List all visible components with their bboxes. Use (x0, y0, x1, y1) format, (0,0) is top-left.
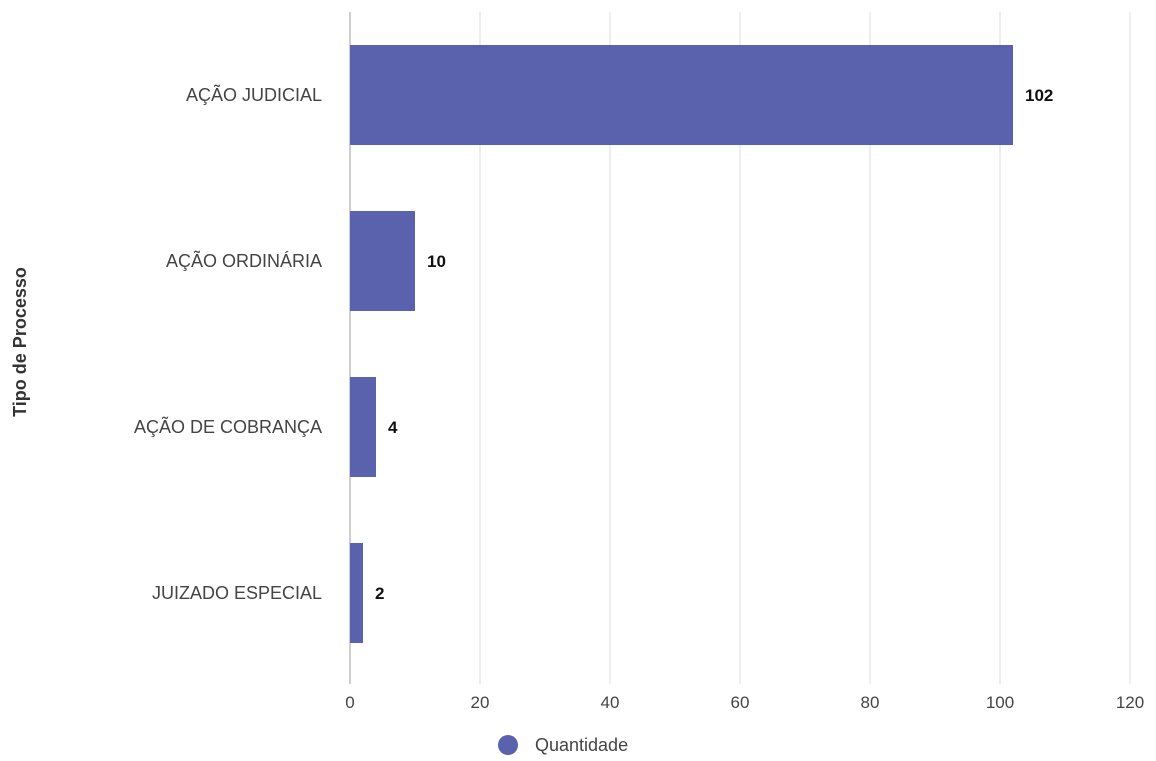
data-label: 4 (388, 418, 398, 437)
bar (350, 377, 376, 477)
data-label: 102 (1025, 86, 1053, 105)
x-tick-label: 60 (731, 693, 750, 712)
category-label: JUIZADO ESPECIAL (152, 583, 322, 603)
y-axis-title: Tipo de Processo (10, 267, 30, 417)
x-tick-label: 80 (861, 693, 880, 712)
x-tick-label: 100 (986, 693, 1014, 712)
x-tick-label: 120 (1116, 693, 1144, 712)
data-label: 10 (427, 252, 446, 271)
x-tick-label: 20 (471, 693, 490, 712)
data-label: 2 (375, 584, 384, 603)
bars (350, 45, 1013, 643)
bar (350, 211, 415, 311)
bar (350, 45, 1013, 145)
x-tick-label: 40 (601, 693, 620, 712)
legend-swatch-icon (498, 735, 518, 755)
category-label: AÇÃO JUDICIAL (186, 84, 322, 105)
x-tick-label: 0 (345, 693, 354, 712)
category-label: AÇÃO ORDINÁRIA (166, 250, 322, 271)
legend-label: Quantidade (535, 735, 628, 755)
category-label: AÇÃO DE COBRANÇA (134, 416, 322, 437)
legend[interactable]: Quantidade (498, 735, 628, 755)
bar (350, 543, 363, 643)
